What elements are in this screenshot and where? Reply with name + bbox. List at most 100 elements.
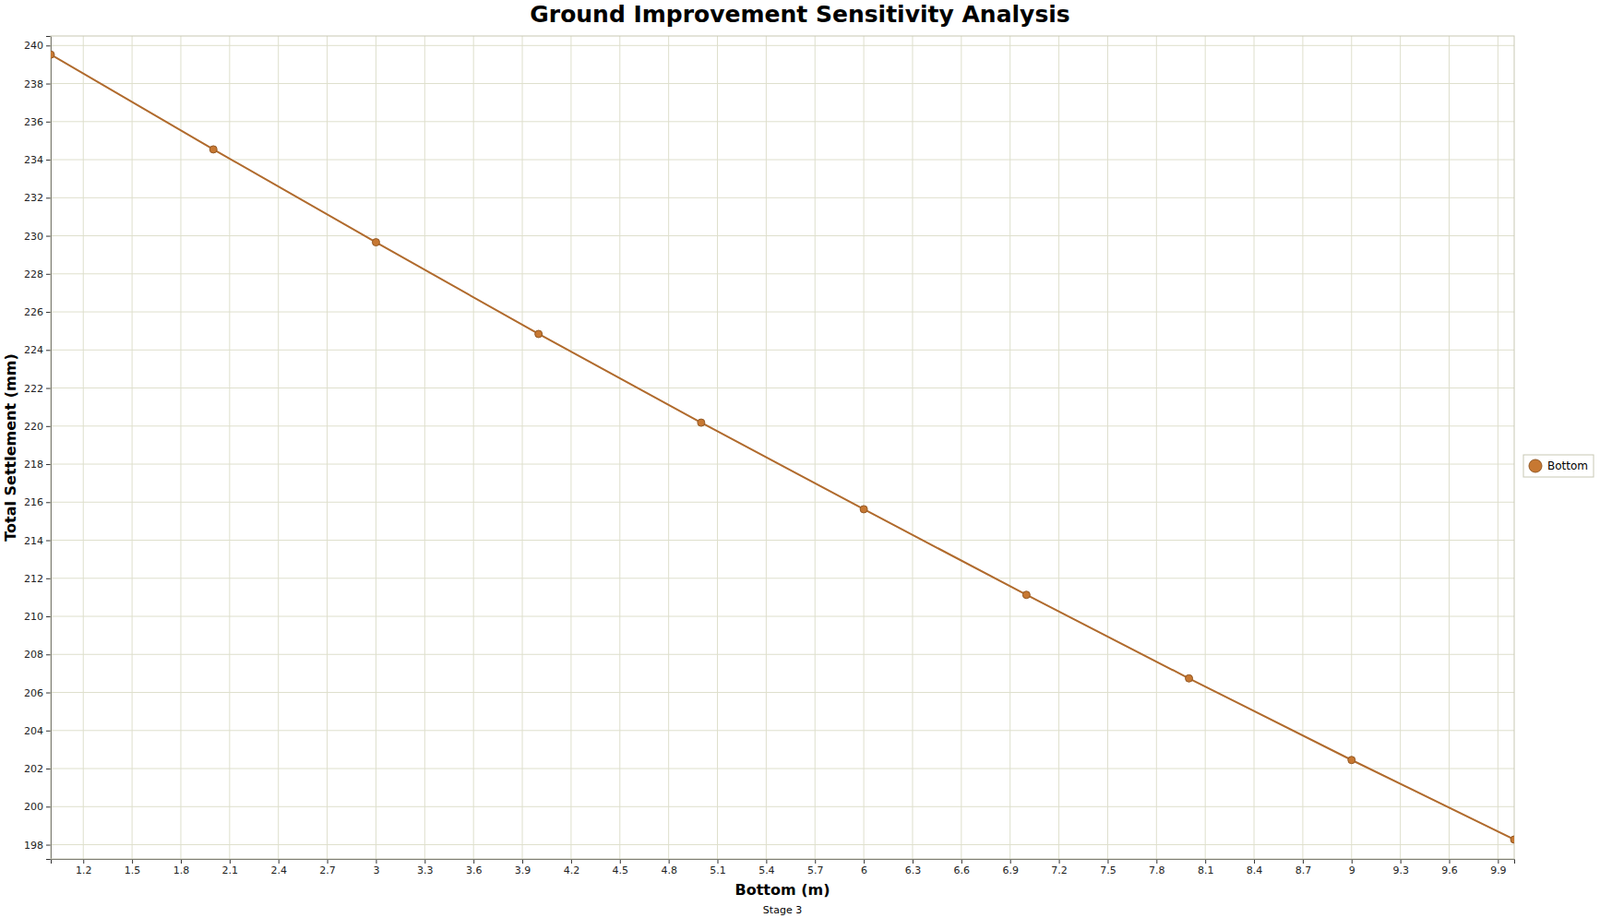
tick: 7.5	[1099, 859, 1117, 877]
tick-mark	[1059, 859, 1061, 864]
tick-mark	[863, 859, 865, 864]
tick-label: 5.1	[709, 864, 727, 877]
data-layer	[50, 50, 1515, 844]
tick-label: 4.5	[612, 864, 630, 877]
tick: 236	[23, 116, 51, 129]
tick-label: 214	[23, 535, 44, 548]
point	[1510, 835, 1515, 844]
tick-mark	[375, 859, 377, 864]
tick: 208	[23, 648, 51, 661]
tick-label: 3.9	[514, 864, 532, 877]
tick-label: 5.4	[758, 864, 776, 877]
tick-label: 2.7	[319, 864, 336, 877]
tick-label: 8.7	[1295, 864, 1313, 877]
grid	[50, 35, 1515, 860]
tick-label: 6.6	[954, 864, 971, 877]
point	[1185, 674, 1194, 682]
tick-mark	[229, 859, 231, 864]
tick-label: 202	[23, 763, 44, 776]
tick: 9	[1349, 859, 1356, 877]
tick: 4.5	[612, 859, 630, 877]
grid-line	[50, 501, 1515, 503]
tick: 5.7	[807, 859, 824, 877]
tick: 224	[23, 344, 51, 357]
grid-line	[50, 120, 1515, 122]
point	[50, 50, 55, 59]
tick-mark	[46, 692, 51, 694]
tick-mark	[620, 859, 621, 864]
tick-label: 4.2	[563, 864, 581, 877]
tick: 9.6	[1441, 859, 1458, 877]
tick: 204	[23, 725, 51, 738]
tick-mark	[46, 388, 51, 390]
tick-mark	[46, 806, 51, 808]
tick: 6.6	[954, 859, 971, 877]
tick-mark	[717, 859, 719, 864]
tick-mark	[1010, 859, 1012, 864]
tick: 3	[372, 859, 380, 877]
tick: 1.5	[124, 859, 142, 877]
tick-label: 9.3	[1392, 864, 1409, 877]
tick-mark	[46, 578, 51, 580]
legend-label: Bottom	[1547, 459, 1589, 473]
tick: 4.8	[660, 859, 678, 877]
point	[371, 238, 380, 247]
axis-line	[51, 859, 1516, 865]
tick: 2.7	[319, 859, 336, 877]
tick-label: 234	[23, 154, 44, 167]
grid-line	[50, 654, 1515, 656]
tick-label: 212	[23, 573, 44, 586]
tick-mark	[814, 859, 816, 864]
tick-mark	[278, 859, 280, 864]
tick: 5.4	[758, 859, 776, 877]
tick-label: 4.8	[660, 864, 678, 877]
tick-mark	[46, 121, 51, 123]
legend-marker	[1528, 459, 1542, 473]
tick-label: 2.4	[270, 864, 287, 877]
grid-line	[50, 844, 1515, 846]
tick-mark	[1449, 859, 1451, 864]
point	[535, 330, 543, 338]
tick-mark	[46, 274, 51, 275]
tick-mark	[83, 859, 84, 864]
tick-label: 224	[23, 344, 44, 357]
tick-mark	[912, 859, 914, 864]
tick: 3.3	[417, 859, 434, 877]
tick-label: 7.5	[1099, 864, 1117, 877]
tick-label: 232	[23, 191, 44, 204]
tick: 2.4	[270, 859, 287, 877]
tick-label: 226	[23, 306, 44, 319]
title: Ground Improvement Sensitivity Analysis	[529, 0, 1070, 28]
tick-label: 230	[23, 230, 44, 243]
tick: 212	[23, 573, 51, 586]
tick: 5.1	[709, 859, 727, 877]
tick-mark	[46, 83, 51, 85]
grid-line	[50, 464, 1515, 466]
tick: 216	[23, 496, 51, 509]
tick-label: 200	[23, 800, 44, 813]
tick-label: 210	[23, 610, 44, 623]
grid-line	[50, 387, 1515, 389]
tick-mark	[668, 859, 670, 864]
x-axis: 1.21.51.82.12.42.733.33.63.94.24.54.85.1…	[51, 859, 1516, 877]
tick: 2.1	[222, 859, 239, 877]
grid-line	[50, 311, 1515, 313]
tick-mark	[424, 859, 426, 864]
point	[697, 418, 705, 427]
tick-mark	[522, 859, 524, 864]
tick-mark	[1205, 859, 1206, 864]
tick-label: 3.3	[417, 864, 434, 877]
tick-label: 6.9	[1002, 864, 1019, 877]
grid-line	[50, 83, 1515, 84]
tick-mark	[46, 236, 51, 238]
tick-label: 216	[23, 496, 44, 509]
tick-mark	[46, 730, 51, 732]
tick: 230	[23, 230, 51, 243]
tick-mark	[327, 859, 329, 864]
point	[1022, 591, 1030, 599]
tick: 8.7	[1295, 859, 1313, 877]
tick: 222	[23, 382, 51, 395]
tick-label: 9	[1349, 864, 1356, 877]
tick: 226	[23, 306, 51, 319]
tick-mark	[46, 768, 51, 770]
